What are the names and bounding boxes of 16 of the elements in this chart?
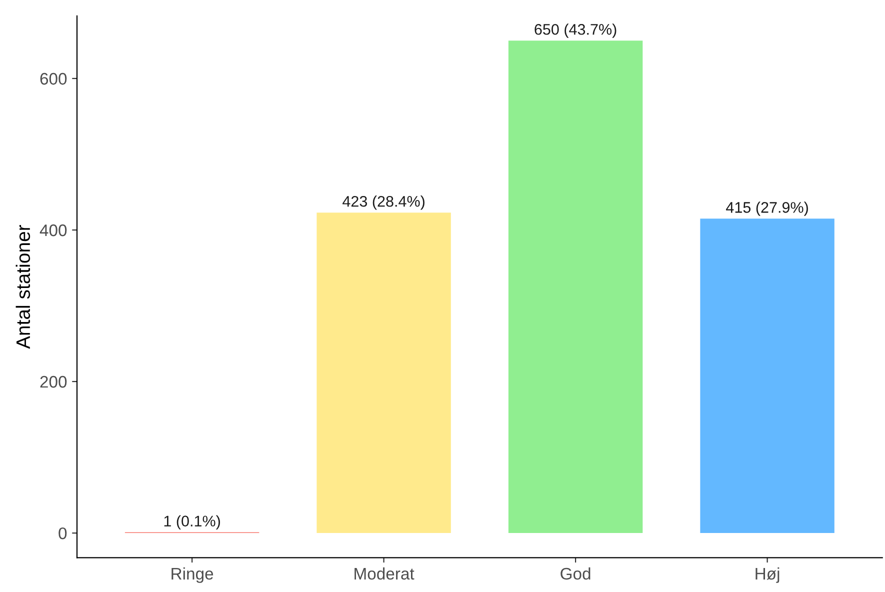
data-label: 423 (28.4%) [342, 196, 424, 210]
bar [316, 212, 451, 534]
x-tick-label: God [560, 567, 590, 580]
y-tick-label: 600 [40, 72, 67, 85]
bar [700, 218, 834, 534]
y-tick-label: 200 [40, 376, 67, 388]
y-tick-label: 400 [40, 224, 67, 236]
data-label: 1 (0.1%) [164, 515, 220, 530]
x-tick-label: Moderat [354, 567, 414, 580]
data-label: 650 (43.7%) [534, 24, 616, 38]
bar [508, 40, 643, 534]
data-label: 415 (27.9%) [726, 202, 808, 216]
x-tick-label: Høj [756, 567, 780, 583]
y-axis-title: Antal stationer [16, 224, 30, 349]
x-tick-label: Ringe [172, 567, 214, 583]
y-tick-label: 0 [58, 527, 67, 540]
